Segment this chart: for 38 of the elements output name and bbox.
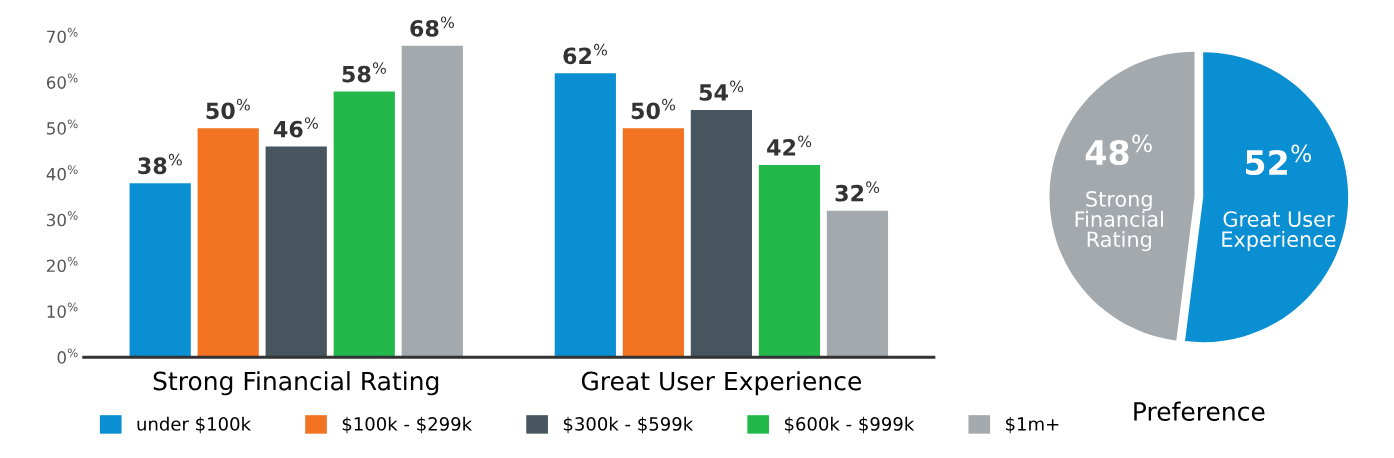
- data-label: 50$^{%}$: [631, 98, 676, 120]
- data-label: 68$^{%}$: [410, 16, 455, 37]
- bar: [554, 73, 616, 358]
- data-label: 46$^{%}$: [273, 117, 318, 138]
- bar: [401, 45, 463, 358]
- y-tick-label: 70$^{%}$: [47, 27, 78, 44]
- legend-label: $300k - $599k: [563, 416, 694, 434]
- data-label: 32$^{%}$: [835, 181, 880, 202]
- bar: [758, 164, 821, 358]
- slice-label: Great User Experience: [1222, 211, 1336, 252]
- data-label: 50$^{%}$: [206, 98, 250, 120]
- legend-label: under $100k: [137, 416, 251, 434]
- data-label: 48$^{%}$: [1085, 134, 1152, 166]
- data-label: 54$^{%}$: [699, 80, 744, 101]
- data-label: 62$^{%}$: [563, 43, 608, 65]
- legend-label: $600k - $999k: [784, 416, 915, 434]
- text: Preference: [1134, 401, 1265, 421]
- bar: [826, 210, 889, 358]
- bar: [197, 128, 259, 358]
- legend-label: $1m+: [1006, 416, 1059, 434]
- slice-label: Strong Financial Rating: [1075, 191, 1163, 252]
- data-label: 38$^{%}$: [138, 153, 182, 175]
- y-tick-label: 30$^{%}$: [47, 211, 78, 227]
- y-tick-label: 40$^{%}$: [46, 165, 78, 181]
- y-tick-label: 0$^{%}$: [57, 348, 78, 364]
- legend-label: $100k - $299k: [342, 416, 473, 434]
- bar: [333, 91, 395, 358]
- data-label: 58$^{%}$: [342, 62, 386, 83]
- y-tick-label: 20$^{%}$: [47, 256, 78, 273]
- y-tick-label: 10$^{%}$: [47, 302, 78, 318]
- y-tick-label: 50$^{%}$: [47, 119, 78, 135]
- y-tick-label: 60$^{%}$: [46, 73, 78, 89]
- bar: [265, 146, 327, 358]
- bar: [622, 128, 684, 358]
- data-label: 52$^{%}$: [1245, 144, 1312, 176]
- bar: [690, 109, 753, 358]
- bar: [129, 183, 191, 358]
- data-label: 42$^{%}$: [767, 135, 812, 156]
